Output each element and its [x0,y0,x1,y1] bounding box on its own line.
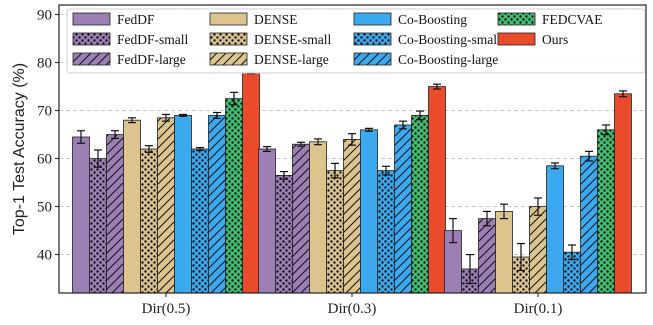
y-axis-ticks: 40 50 60 70 80 90 [37,8,59,264]
legend-label-feddf-large: FedDF-large [117,52,186,67]
legend-swatch-feddf [73,13,110,25]
bar-co-boosting-large-dir-0-5-pattern [208,115,226,294]
legend-swatch-outline-dense-large [209,52,248,66]
bar-ours-dir-0-5 [242,72,260,293]
bar-feddf-dir-0-1 [444,230,462,293]
legend-swatch-pattern-co-boosting-small [354,33,391,45]
y-tick-label: 90 [37,8,52,24]
bar-dense-small-dir-0-3-pattern [326,170,344,293]
bar-dense-dir-0-1 [495,211,513,293]
bar-co-boosting-dir-0-3 [360,129,378,293]
y-tick-label: 80 [37,56,52,72]
bar-dense-large-dir-0-5-pattern [157,117,175,293]
legend-swatch-outline-co-boosting [353,12,392,26]
legend-swatch-outline-dense [209,12,248,26]
legend-swatch-outline-feddf-large [72,52,111,66]
bar-fedcvae-dir-0-1-pattern [597,129,615,293]
bar-feddf-large-dir-0-5-pattern [106,134,124,293]
legend-swatch-co-boosting [354,13,391,25]
legend-swatch-pattern-dense-small [210,33,247,45]
bar-fedcvae-dir-0-3-pattern [411,115,429,294]
x-tick-label: Dir(0.1) [514,301,563,317]
y-tick-label: 70 [37,104,52,120]
legend-swatch-pattern-feddf-large [73,53,110,65]
legend-swatch-pattern-dense-large [210,53,247,65]
bar-dense-large-dir-0-3-pattern [343,139,361,293]
legend-swatch-ours [498,33,535,45]
x-axis-ticks: Dir(0.5) Dir(0.3) Dir(0.1) [142,293,563,317]
bar-fedcvae-dir-0-5-pattern [225,98,243,293]
bar-co-boosting-dir-0-1 [546,165,564,293]
legend-label-dense-small: DENSE-small [254,32,331,47]
y-tick-label: 50 [37,200,52,216]
bar-co-boosting-large-dir-0-3-pattern [394,125,412,293]
x-tick-label: Dir(0.3) [328,301,377,317]
legend-label-fedcvae: FEDCVAE [542,12,603,27]
legend-swatch-outline-co-boosting-small [353,32,392,46]
bar-feddf-small-dir-0-3-pattern [275,175,293,293]
legend-swatch-pattern-feddf-small [73,33,110,45]
bar-feddf-dir-0-5 [72,137,90,293]
legend-swatch-pattern-co-boosting-large [354,53,391,65]
x-tick-label: Dir(0.5) [142,301,191,317]
legend: FedDF FedDF-small FedDF-large DENSE DENSE-sm… [66,8,646,74]
y-axis-label: Top-1 Test Accuracy (%) [11,63,28,235]
y-tick-label: 60 [37,152,52,168]
bar-co-boosting-small-dir-0-3-pattern [377,170,395,293]
bar-dense-small-dir-0-1-pattern [512,257,530,293]
legend-swatch-outline-feddf-small [72,32,111,46]
legend-swatch-dense [210,13,247,25]
legend-label-dense: DENSE [254,12,298,27]
bar-dense-large-dir-0-1-pattern [529,206,547,293]
legend-swatch-outline-co-boosting-large [353,52,392,66]
bar-ours-dir-0-1 [614,93,632,293]
bar-feddf-large-dir-0-1-pattern [478,218,496,293]
bars [72,71,632,294]
y-tick-label: 40 [37,248,52,264]
bar-feddf-large-dir-0-3-pattern [292,144,310,293]
legend-label-co-boosting: Co-Boosting [398,12,467,27]
bar-co-boosting-dir-0-5 [174,115,192,294]
bar-feddf-dir-0-3 [258,149,276,293]
bar-ours-dir-0-3 [428,86,446,293]
bar-feddf-small-dir-0-5-pattern [89,158,107,293]
error-bars [77,70,627,284]
bar-co-boosting-small-dir-0-5-pattern [191,149,209,293]
legend-label-feddf-small: FedDF-small [117,32,189,47]
legend-swatch-outline-fedcvae [497,12,536,26]
bar-dense-dir-0-5 [123,120,141,293]
legend-swatch-outline-dense-small [209,32,248,46]
legend-swatch-pattern-fedcvae [498,13,535,25]
bar-co-boosting-large-dir-0-1-pattern [580,156,598,293]
legend-label-ours: Ours [542,32,568,47]
legend-label-feddf: FedDF [117,12,155,27]
legend-label-co-boosting-large: Co-Boosting-large [398,52,498,67]
bar-co-boosting-small-dir-0-1-pattern [563,252,581,293]
bar-dense-small-dir-0-5-pattern [140,149,158,293]
legend-label-co-boosting-small: Co-Boosting-small [398,32,501,47]
legend-swatch-outline-ours [497,32,536,46]
legend-label-dense-large: DENSE-large [254,52,329,67]
legend-swatch-outline-feddf [72,12,111,26]
bar-dense-dir-0-3 [309,141,327,293]
